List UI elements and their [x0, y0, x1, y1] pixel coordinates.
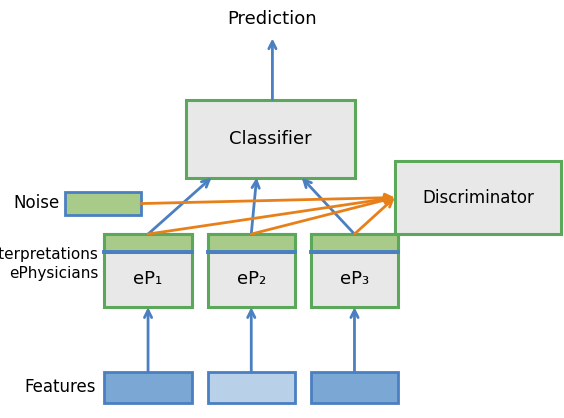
- Text: eP₃: eP₃: [340, 270, 369, 288]
- Text: eP₁: eP₁: [134, 270, 162, 288]
- FancyBboxPatch shape: [311, 234, 398, 252]
- Text: ePhysicians: ePhysicians: [10, 266, 99, 281]
- FancyBboxPatch shape: [65, 192, 141, 215]
- Text: Features: Features: [24, 377, 96, 396]
- FancyBboxPatch shape: [395, 161, 561, 234]
- FancyBboxPatch shape: [311, 372, 398, 403]
- FancyBboxPatch shape: [311, 234, 398, 307]
- Text: eP₂: eP₂: [237, 270, 266, 288]
- FancyBboxPatch shape: [104, 234, 192, 307]
- FancyBboxPatch shape: [208, 372, 295, 403]
- Text: Prediction: Prediction: [228, 10, 317, 28]
- FancyBboxPatch shape: [208, 234, 295, 252]
- Text: Discriminator: Discriminator: [422, 189, 534, 206]
- Text: Interpretations: Interpretations: [0, 247, 99, 263]
- FancyBboxPatch shape: [208, 234, 295, 307]
- Text: Noise: Noise: [13, 194, 59, 212]
- FancyBboxPatch shape: [104, 372, 192, 403]
- FancyBboxPatch shape: [186, 100, 355, 178]
- Text: Classifier: Classifier: [230, 130, 312, 148]
- FancyBboxPatch shape: [104, 234, 192, 252]
